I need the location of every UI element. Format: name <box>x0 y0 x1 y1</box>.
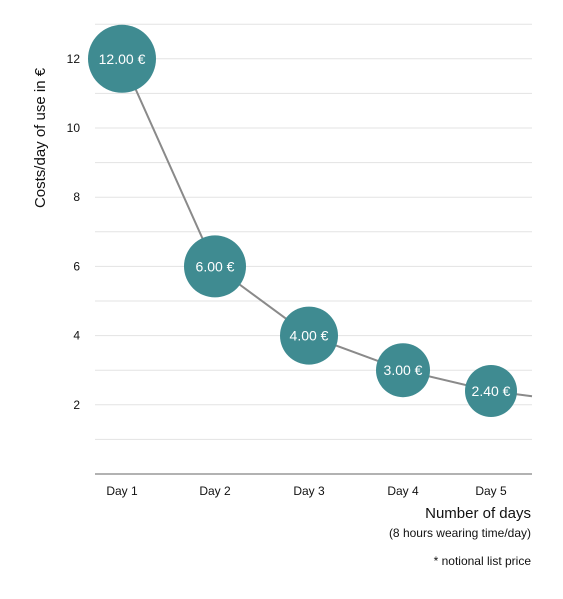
data-point <box>88 24 156 93</box>
y-tick-label: 12 <box>67 52 81 66</box>
y-tick-label: 4 <box>73 329 80 343</box>
data-label: 12.00 € <box>99 51 146 67</box>
data-label: 2.40 € <box>472 383 511 399</box>
data-point <box>376 343 430 398</box>
x-axis-sublabel: (8 hours wearing time/day) <box>388 526 531 540</box>
x-tick-label: Day 5 <box>475 484 507 498</box>
y-tick-label: 8 <box>73 190 80 204</box>
y-tick-labels: 2 4 6 8 10 12 <box>67 52 81 412</box>
footnote: * notional list price <box>433 554 531 568</box>
x-tick-label: Day 2 <box>199 484 231 498</box>
x-tick-labels: Day 1 Day 2 Day 3 Day 4 Day 5 <box>106 484 507 498</box>
y-tick-label: 10 <box>67 121 81 135</box>
x-tick-label: Day 3 <box>293 484 325 498</box>
data-label: 6.00 € <box>196 258 235 274</box>
grid-lines <box>95 23 532 440</box>
x-tick-label: Day 1 <box>106 484 138 498</box>
y-tick-label: 2 <box>73 398 80 412</box>
data-label: 3.00 € <box>384 362 423 378</box>
data-label: 4.00 € <box>290 328 329 344</box>
data-point <box>280 306 338 365</box>
x-tick-label: Day 4 <box>387 484 419 498</box>
data-point <box>465 364 517 417</box>
y-axis-label: Costs/day of use in € <box>32 67 49 208</box>
data-point <box>184 235 246 298</box>
data-markers: 12.00 € 6.00 € 4.00 € 3.00 € 2.40 € <box>88 24 517 417</box>
y-tick-label: 6 <box>73 259 80 273</box>
x-axis-label: Number of days <box>425 505 531 522</box>
